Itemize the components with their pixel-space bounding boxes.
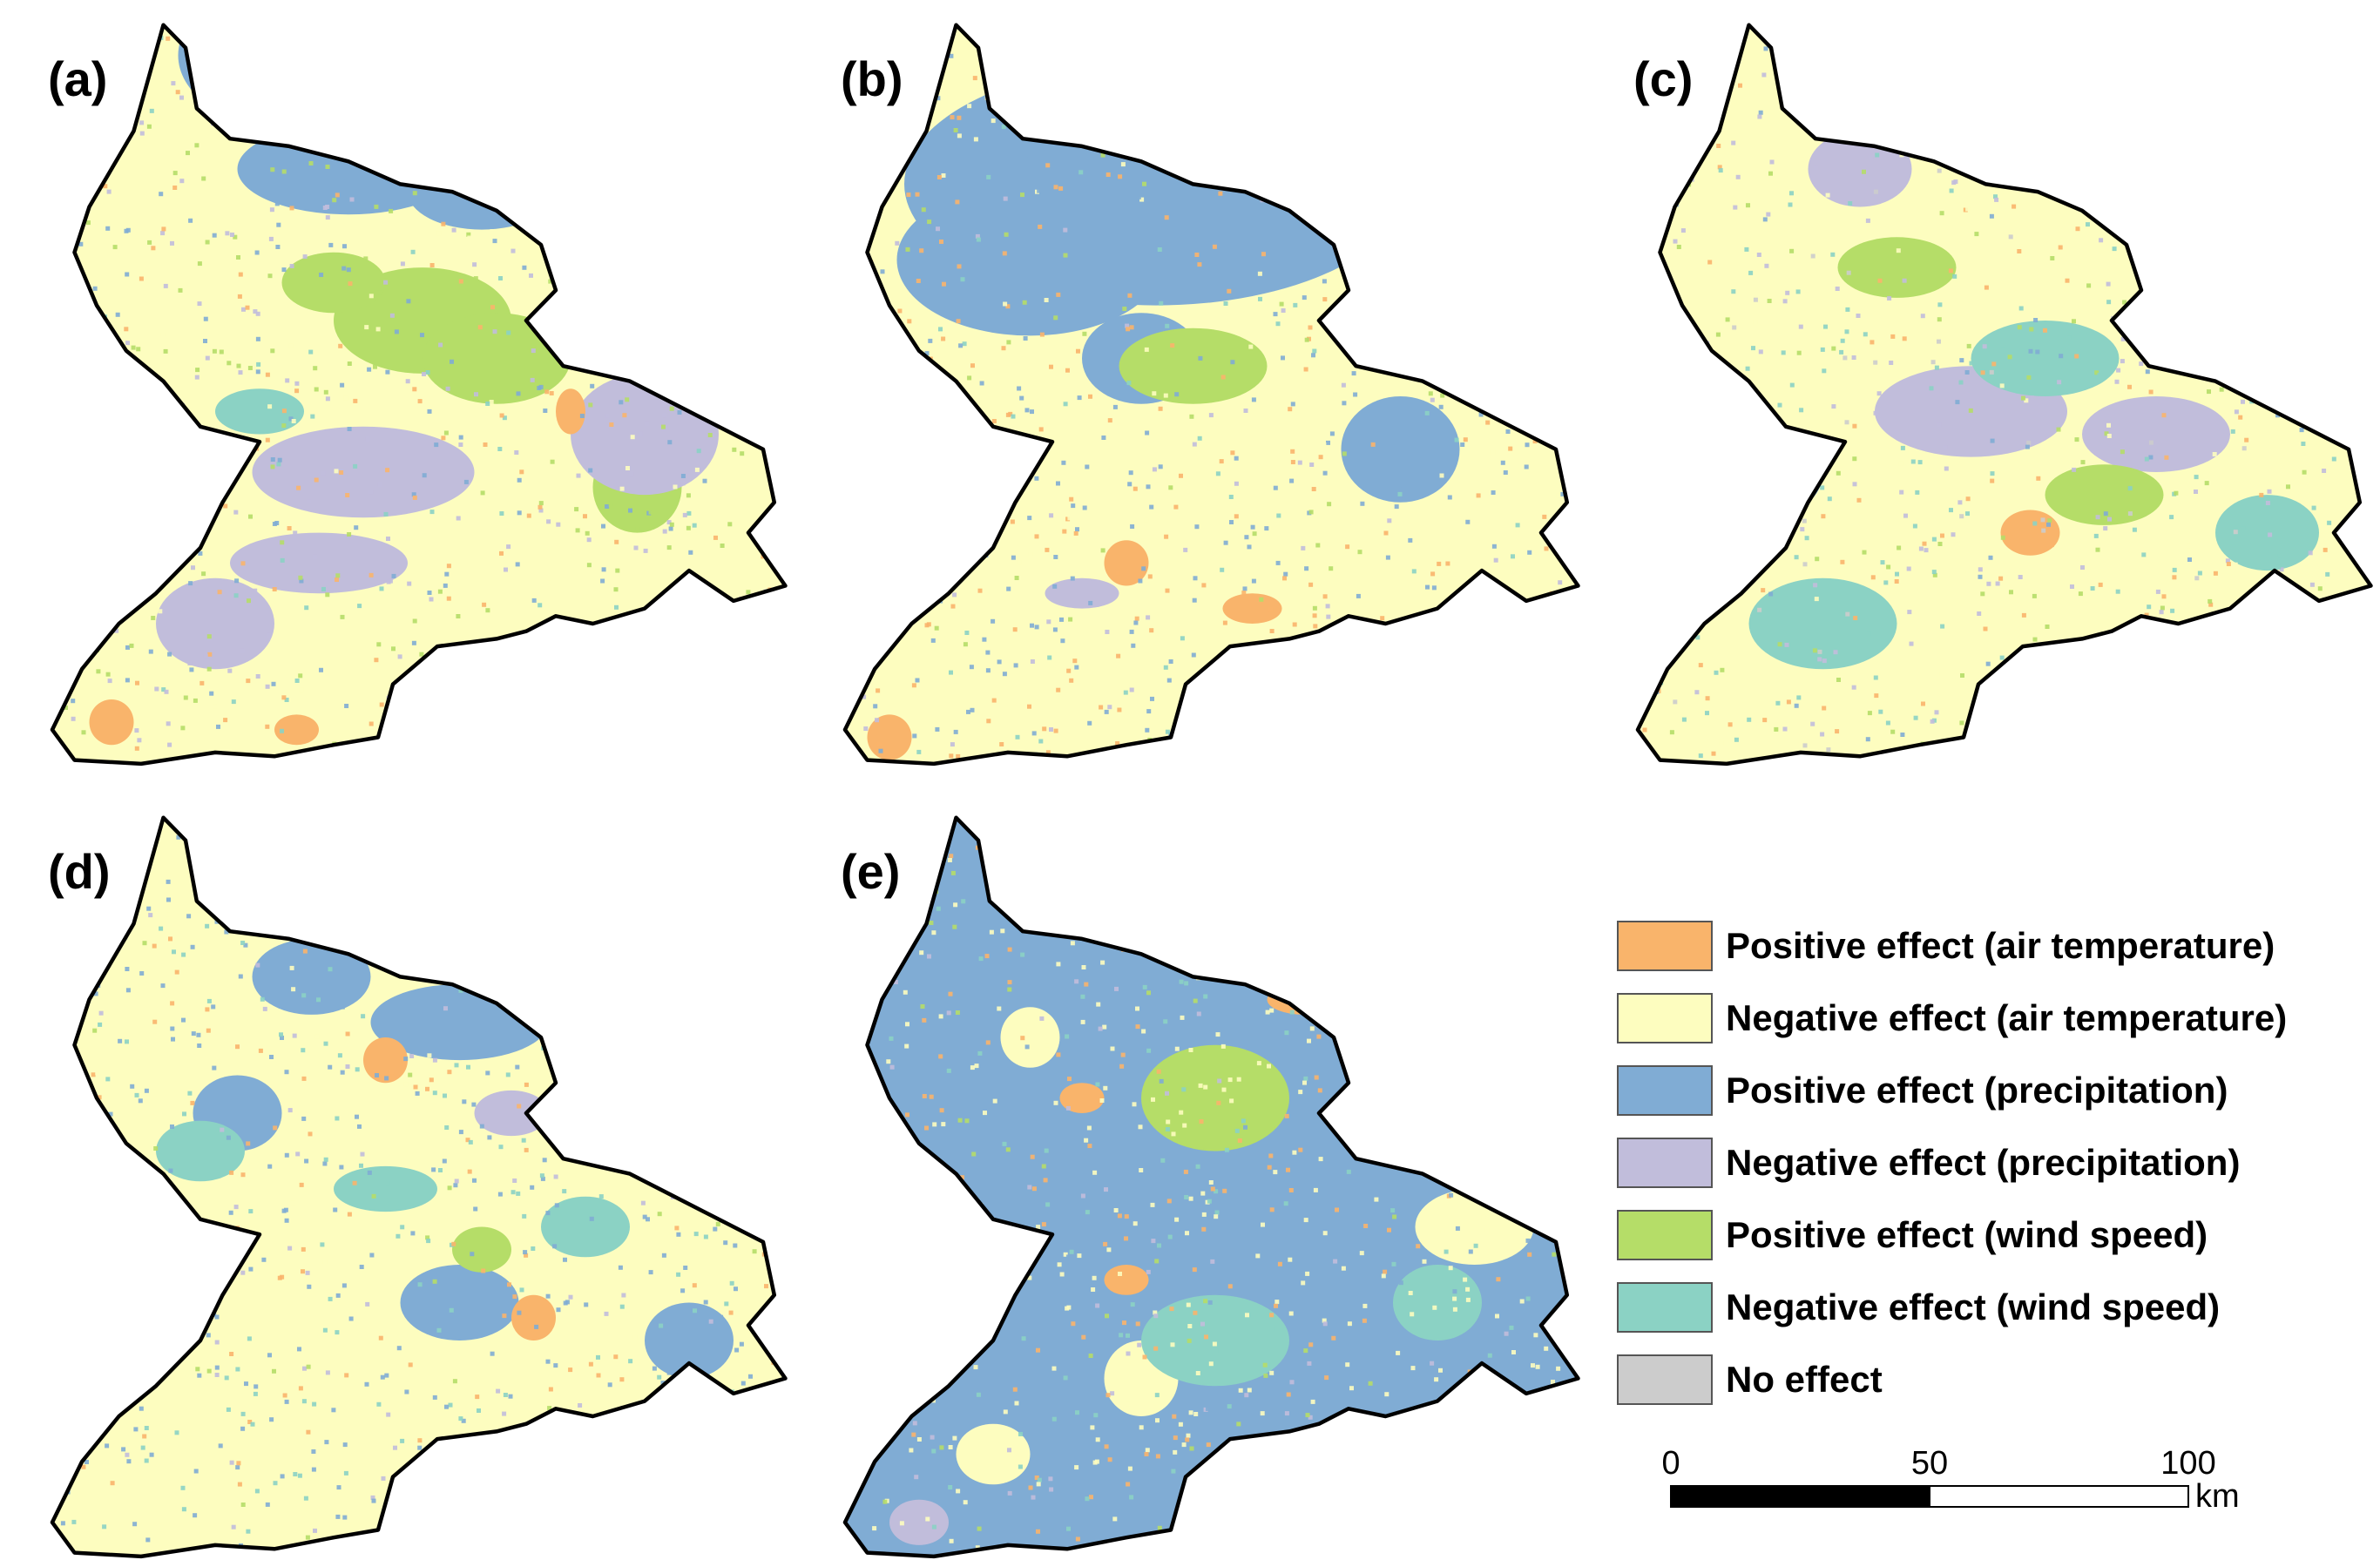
legend-swatch (1617, 921, 1713, 971)
effect-patch (156, 577, 274, 670)
basin-outline (842, 23, 1580, 766)
effect-patch (252, 938, 371, 1015)
effect-patch (178, 24, 371, 124)
effect-patch (571, 373, 719, 496)
basin-outline (1635, 23, 2373, 766)
effect-patch (1104, 1265, 1149, 1295)
scale-unit: km (2195, 1478, 2240, 1515)
effect-patch (400, 1265, 519, 1341)
effect-patch (511, 1294, 556, 1341)
effect-patch (1748, 577, 1897, 670)
basin-outline (842, 815, 1580, 1559)
legend-label: Negative effect (precipitation) (1726, 1142, 2240, 1183)
legend-item: Positive effect (precipitation) (1617, 1065, 2228, 1116)
basin-fill (52, 24, 786, 764)
effect-patch (1393, 1265, 1482, 1341)
effect-patch (230, 532, 408, 594)
map-panel-b: (b) (841, 23, 1580, 766)
map-panel-c: (c) (1633, 23, 2373, 766)
panel-label: (a) (48, 51, 107, 106)
legend-swatch (1617, 993, 1713, 1043)
effect-patch (252, 426, 475, 518)
effect-patch (1882, 78, 1927, 109)
basin-fill (845, 24, 1579, 764)
legend-item: Positive effect (air temperature) (1617, 921, 2275, 971)
effect-patch (867, 714, 912, 760)
effect-patch (1038, 24, 1082, 86)
effect-patch (1341, 396, 1460, 503)
legend-label: Positive effect (precipitation) (1726, 1070, 2228, 1111)
legend-label: Negative effect (wind speed) (1726, 1286, 2220, 1327)
effect-patch (1059, 1083, 1105, 1113)
scale-bar-black-segment (1670, 1485, 1930, 1508)
effect-patch (2000, 510, 2060, 556)
effect-patch (889, 1499, 949, 1545)
scale-tick-0: 0 (1661, 1445, 1680, 1482)
legend-label: Negative effect (air temperature) (1726, 997, 2287, 1038)
legend-item: Negative effect (precipitation) (1617, 1138, 2240, 1188)
legend-label: No effect (1726, 1359, 1883, 1400)
effect-patch (1971, 321, 2120, 396)
effect-patch (474, 1090, 549, 1137)
legend-item: No effect (1617, 1354, 1883, 1405)
legend-item: Positive effect (wind speed) (1617, 1210, 2208, 1260)
effect-patch (156, 1120, 245, 1182)
effect-patch (1275, 1469, 1334, 1516)
effect-patch (363, 1037, 408, 1084)
panel-label: (b) (841, 51, 903, 106)
panel-label: (d) (48, 844, 111, 899)
effect-patch (1222, 593, 1282, 624)
scale-bar: 0 50 100 km (1661, 1445, 2239, 1515)
effect-patch (2045, 464, 2164, 525)
legend-label: Positive effect (air temperature) (1726, 925, 2275, 966)
effect-patch (1141, 1294, 1289, 1387)
effect-patch (215, 388, 304, 435)
effect-patch (645, 1302, 734, 1379)
effect-patch (1104, 540, 1149, 586)
effect-patch (281, 252, 386, 314)
legend-item: Negative effect (air temperature) (1617, 993, 2287, 1043)
effect-patch (452, 1226, 511, 1273)
legend-swatch (1617, 1354, 1713, 1405)
legend-swatch (1617, 1282, 1713, 1333)
effect-patch (334, 1165, 437, 1212)
legend-swatch (1617, 1210, 1713, 1260)
legend-item: Negative effect (wind speed) (1617, 1282, 2220, 1333)
legend-swatch (1617, 1065, 1713, 1116)
base-class-fill (845, 817, 1579, 1557)
effect-patch (556, 388, 585, 435)
basin-fill (1638, 24, 2371, 764)
scale-tick-50: 50 (1911, 1445, 1948, 1482)
panel-label: (c) (1633, 51, 1693, 106)
effect-patch (896, 184, 1164, 336)
effect-patch (1045, 577, 1119, 609)
effect-patch (2215, 495, 2319, 571)
effect-patch (2082, 396, 2230, 472)
effect-patch (1867, 24, 1942, 139)
effect-patch (1000, 1007, 1060, 1068)
map-panel-e: (e) (841, 815, 1580, 1559)
effect-patch (408, 153, 556, 230)
legend: Positive effect (air temperature) Negativ… (1617, 921, 2287, 1405)
effect-patch (89, 699, 134, 746)
legend-label: Positive effect (wind speed) (1726, 1214, 2208, 1255)
effect-patch (1141, 1044, 1289, 1151)
effect-patch (956, 1423, 1031, 1485)
effect-patch (1119, 328, 1268, 404)
scale-bar-white-segment (1929, 1485, 2189, 1508)
map-panel-a: (a) (48, 23, 788, 766)
effect-patch (541, 1196, 630, 1258)
effect-patch (274, 714, 319, 746)
map-panel-d: (d) (48, 815, 788, 1559)
legend-swatch (1617, 1138, 1713, 1188)
basin-outline (50, 815, 788, 1559)
panel-label: (e) (841, 844, 900, 899)
basin-outline (50, 23, 788, 766)
scale-tick-100: 100 (2160, 1445, 2215, 1482)
